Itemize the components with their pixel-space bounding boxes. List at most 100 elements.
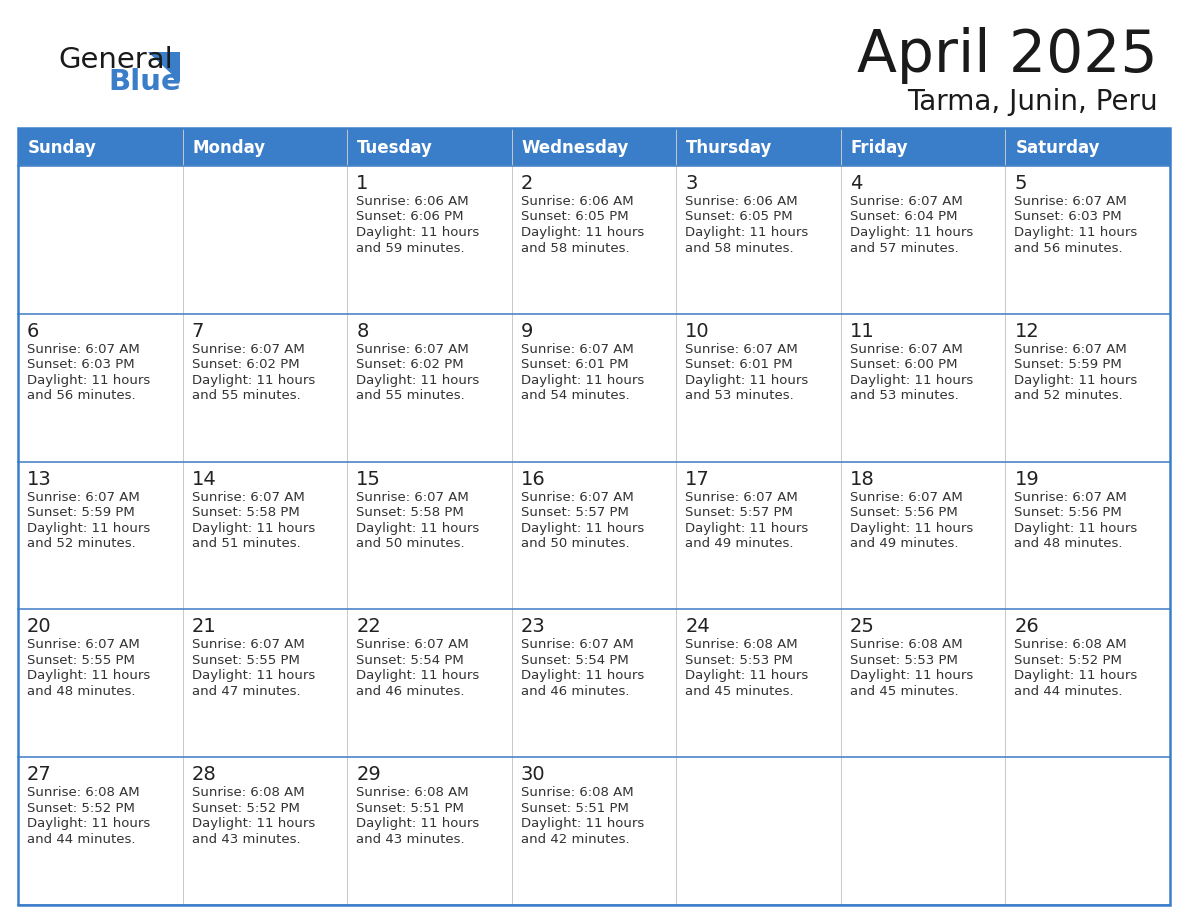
Text: Sunset: 5:58 PM: Sunset: 5:58 PM bbox=[191, 506, 299, 519]
Bar bbox=[1005, 462, 1170, 610]
Text: 3: 3 bbox=[685, 174, 697, 193]
Bar bbox=[676, 610, 841, 757]
Text: Sunrise: 6:07 AM: Sunrise: 6:07 AM bbox=[1015, 490, 1127, 504]
Text: 27: 27 bbox=[27, 766, 52, 784]
Text: Sunrise: 6:08 AM: Sunrise: 6:08 AM bbox=[849, 638, 962, 652]
Text: Sunrise: 6:07 AM: Sunrise: 6:07 AM bbox=[191, 342, 304, 356]
Bar bbox=[841, 462, 1005, 610]
Text: Sunrise: 6:07 AM: Sunrise: 6:07 AM bbox=[849, 490, 962, 504]
Text: Sunrise: 6:07 AM: Sunrise: 6:07 AM bbox=[685, 490, 798, 504]
Text: Tarma, Junin, Peru: Tarma, Junin, Peru bbox=[908, 88, 1158, 116]
Text: Sunrise: 6:07 AM: Sunrise: 6:07 AM bbox=[27, 638, 140, 652]
Text: Daylight: 11 hours: Daylight: 11 hours bbox=[1015, 226, 1138, 239]
Text: Sunset: 6:01 PM: Sunset: 6:01 PM bbox=[685, 358, 792, 371]
Text: Sunday: Sunday bbox=[29, 139, 97, 157]
Text: Tuesday: Tuesday bbox=[358, 139, 432, 157]
Text: and 50 minutes.: and 50 minutes. bbox=[356, 537, 465, 550]
Text: Sunrise: 6:07 AM: Sunrise: 6:07 AM bbox=[849, 195, 962, 208]
Bar bbox=[512, 314, 676, 462]
Text: and 56 minutes.: and 56 minutes. bbox=[27, 389, 135, 402]
Bar bbox=[347, 610, 512, 757]
Text: 18: 18 bbox=[849, 470, 874, 488]
Text: 10: 10 bbox=[685, 322, 710, 341]
Text: Daylight: 11 hours: Daylight: 11 hours bbox=[356, 374, 480, 386]
Text: Sunrise: 6:07 AM: Sunrise: 6:07 AM bbox=[520, 638, 633, 652]
Text: and 58 minutes.: and 58 minutes. bbox=[685, 241, 794, 254]
Text: Sunset: 6:05 PM: Sunset: 6:05 PM bbox=[685, 210, 792, 223]
Text: Sunset: 5:59 PM: Sunset: 5:59 PM bbox=[1015, 358, 1123, 371]
Text: and 48 minutes.: and 48 minutes. bbox=[1015, 537, 1123, 550]
Text: Daylight: 11 hours: Daylight: 11 hours bbox=[191, 521, 315, 534]
Text: and 42 minutes.: and 42 minutes. bbox=[520, 833, 630, 845]
Text: 22: 22 bbox=[356, 618, 381, 636]
Text: Daylight: 11 hours: Daylight: 11 hours bbox=[520, 817, 644, 830]
Bar bbox=[18, 166, 183, 314]
Bar bbox=[183, 314, 347, 462]
Text: and 57 minutes.: and 57 minutes. bbox=[849, 241, 959, 254]
Text: Sunset: 5:59 PM: Sunset: 5:59 PM bbox=[27, 506, 134, 519]
Text: Monday: Monday bbox=[192, 139, 266, 157]
Text: and 53 minutes.: and 53 minutes. bbox=[685, 389, 794, 402]
Bar bbox=[676, 462, 841, 610]
Text: Daylight: 11 hours: Daylight: 11 hours bbox=[849, 226, 973, 239]
Bar bbox=[18, 128, 1170, 166]
Bar bbox=[841, 314, 1005, 462]
Text: 11: 11 bbox=[849, 322, 874, 341]
Text: Sunset: 6:04 PM: Sunset: 6:04 PM bbox=[849, 210, 958, 223]
Text: Sunrise: 6:06 AM: Sunrise: 6:06 AM bbox=[520, 195, 633, 208]
Text: Sunset: 5:55 PM: Sunset: 5:55 PM bbox=[191, 654, 299, 666]
Text: Sunset: 5:52 PM: Sunset: 5:52 PM bbox=[27, 801, 135, 814]
Text: and 47 minutes.: and 47 minutes. bbox=[191, 685, 301, 698]
Text: Sunset: 5:51 PM: Sunset: 5:51 PM bbox=[520, 801, 628, 814]
Text: Daylight: 11 hours: Daylight: 11 hours bbox=[356, 226, 480, 239]
Bar bbox=[347, 314, 512, 462]
Text: Sunrise: 6:08 AM: Sunrise: 6:08 AM bbox=[27, 786, 140, 800]
Text: 23: 23 bbox=[520, 618, 545, 636]
Text: Daylight: 11 hours: Daylight: 11 hours bbox=[685, 521, 809, 534]
Text: Sunrise: 6:07 AM: Sunrise: 6:07 AM bbox=[191, 638, 304, 652]
Text: Sunset: 5:54 PM: Sunset: 5:54 PM bbox=[356, 654, 463, 666]
Text: Sunrise: 6:08 AM: Sunrise: 6:08 AM bbox=[356, 786, 469, 800]
Text: Daylight: 11 hours: Daylight: 11 hours bbox=[685, 669, 809, 682]
Text: Sunset: 5:58 PM: Sunset: 5:58 PM bbox=[356, 506, 463, 519]
Text: Sunset: 6:01 PM: Sunset: 6:01 PM bbox=[520, 358, 628, 371]
Text: 6: 6 bbox=[27, 322, 39, 341]
Bar bbox=[18, 128, 1170, 905]
Text: Daylight: 11 hours: Daylight: 11 hours bbox=[27, 374, 150, 386]
Text: 24: 24 bbox=[685, 618, 710, 636]
Text: Daylight: 11 hours: Daylight: 11 hours bbox=[191, 374, 315, 386]
Text: 25: 25 bbox=[849, 618, 874, 636]
Text: 26: 26 bbox=[1015, 618, 1040, 636]
Text: Sunrise: 6:07 AM: Sunrise: 6:07 AM bbox=[356, 342, 469, 356]
Text: Sunset: 5:56 PM: Sunset: 5:56 PM bbox=[1015, 506, 1123, 519]
Text: Daylight: 11 hours: Daylight: 11 hours bbox=[356, 521, 480, 534]
Bar bbox=[676, 166, 841, 314]
Text: and 59 minutes.: and 59 minutes. bbox=[356, 241, 465, 254]
Bar bbox=[347, 166, 512, 314]
Text: Daylight: 11 hours: Daylight: 11 hours bbox=[356, 817, 480, 830]
Text: Daylight: 11 hours: Daylight: 11 hours bbox=[1015, 521, 1138, 534]
Text: Sunset: 6:02 PM: Sunset: 6:02 PM bbox=[356, 358, 463, 371]
Text: General: General bbox=[58, 46, 172, 74]
Text: 9: 9 bbox=[520, 322, 533, 341]
Bar bbox=[347, 462, 512, 610]
Text: Sunrise: 6:07 AM: Sunrise: 6:07 AM bbox=[27, 490, 140, 504]
Text: April 2025: April 2025 bbox=[858, 27, 1158, 84]
Text: Thursday: Thursday bbox=[687, 139, 772, 157]
Text: Sunrise: 6:07 AM: Sunrise: 6:07 AM bbox=[1015, 195, 1127, 208]
Text: Daylight: 11 hours: Daylight: 11 hours bbox=[27, 669, 150, 682]
Text: 28: 28 bbox=[191, 766, 216, 784]
Text: Sunset: 5:57 PM: Sunset: 5:57 PM bbox=[520, 506, 628, 519]
Text: Sunset: 5:51 PM: Sunset: 5:51 PM bbox=[356, 801, 465, 814]
Bar bbox=[676, 314, 841, 462]
Text: Daylight: 11 hours: Daylight: 11 hours bbox=[27, 521, 150, 534]
Polygon shape bbox=[148, 52, 181, 82]
Bar bbox=[676, 757, 841, 905]
Text: and 43 minutes.: and 43 minutes. bbox=[356, 833, 465, 845]
Text: and 56 minutes.: and 56 minutes. bbox=[1015, 241, 1123, 254]
Text: Daylight: 11 hours: Daylight: 11 hours bbox=[685, 374, 809, 386]
Text: Saturday: Saturday bbox=[1016, 139, 1100, 157]
Text: Daylight: 11 hours: Daylight: 11 hours bbox=[27, 817, 150, 830]
Text: Daylight: 11 hours: Daylight: 11 hours bbox=[520, 226, 644, 239]
Text: and 55 minutes.: and 55 minutes. bbox=[191, 389, 301, 402]
